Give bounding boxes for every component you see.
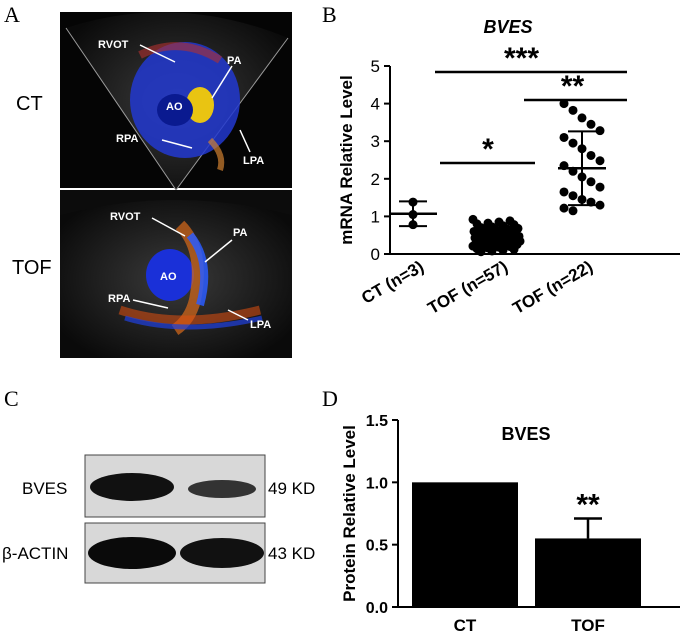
data-point [568,191,578,201]
data-point [595,126,605,136]
echo-tof-label-lpa: LPA [250,319,271,331]
echo-tof-label-rpa: RPA [108,293,130,305]
data-point [568,206,578,216]
bar [412,482,518,607]
y-tick-label: 1.0 [366,475,388,492]
echo-ct-label-lpa: LPA [243,155,264,167]
echo-ct-arrows [139,44,251,153]
y-tick-label: 4 [371,95,380,114]
y-axis-label: Protein Relative Level [340,425,359,602]
y-tick-label: 1.5 [366,413,388,430]
y-tick-label: 0 [371,245,380,264]
y-tick-label: 2 [371,170,380,189]
data-point [559,187,569,197]
panel-letter-b: B [322,2,337,27]
significance-label: ** [561,70,585,103]
data-point [509,244,519,254]
data-point [586,119,596,129]
y-tick-label: 1 [371,207,380,226]
data-point [487,246,497,256]
echo-ct-label-rpa: RPA [116,133,138,145]
significance-label: * [482,133,494,166]
data-point [559,132,569,142]
echo-tof-arrows [132,217,249,321]
data-point [595,200,605,210]
row-label-ct: CT [16,93,43,115]
y-tick-label: 5 [371,57,380,76]
row-label-tof: TOF [12,257,52,279]
data-point [595,156,605,166]
bar [535,538,641,607]
blot-label-bves: BVES [22,479,68,498]
data-point [586,177,596,187]
data-point [586,150,596,160]
echo-tof-label-ao: AO [160,271,177,283]
y-tick-label: 0.0 [366,600,388,617]
data-point [559,203,569,213]
y-tick-label: 0.5 [366,538,388,555]
significance-label: ** [576,488,600,521]
blot-size-bves: 49 KD [268,479,316,498]
chart-title: BVES [483,17,532,37]
echo-tof-label-rvot: RVOT [110,211,141,223]
echo-ct-label-ao: AO [166,101,183,113]
data-point [577,113,587,123]
y-axis-label: mRNA Relative Level [337,75,356,244]
data-point [498,245,508,255]
data-point [568,105,578,115]
blot-size-beta-actin: 43 KD [268,544,316,563]
blot-bves [84,454,266,518]
echo-ct [60,12,292,191]
panel-letter-c: C [4,386,19,411]
data-point [559,99,569,109]
y-tick-label: 3 [371,132,380,151]
echo-tof-label-pa: PA [233,227,248,239]
data-point [568,138,578,148]
blot-beta-actin [84,522,266,584]
data-point [595,182,605,192]
panel-letter-a: A [4,2,20,27]
data-point [476,247,486,257]
x-tick-label: CT [454,616,477,635]
significance-label: *** [504,42,539,75]
x-tick-label: TOF [571,616,605,635]
echo-ct-label-rvot: RVOT [98,39,129,51]
chart-title: BVES [501,424,550,444]
blot-label-beta-actin: β-ACTIN [2,544,69,563]
echo-tof [60,190,292,358]
panel-letter-d: D [322,386,338,411]
echo-ct-label-pa: PA [227,55,242,67]
